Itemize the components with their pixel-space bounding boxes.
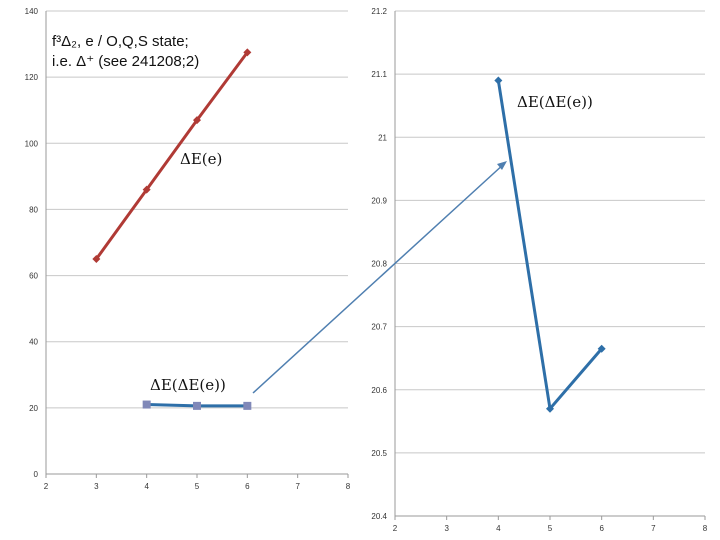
left-series-1-point <box>193 401 201 410</box>
left-series-0-point <box>193 116 201 125</box>
right-series-0-point <box>494 76 503 85</box>
chart-title-line-1: f³Δ₂, e / O,Q,S state; <box>52 33 189 50</box>
left-x-tick-label: 5 <box>195 482 200 491</box>
annotation-delta-e: ΔE(e) <box>180 150 222 168</box>
left-x-tick-label: 7 <box>295 482 300 491</box>
right-y-tick-label: 20.8 <box>371 260 387 269</box>
left-y-tick-label: 120 <box>25 73 39 82</box>
left-chart-tick-labels: 0 20 40 60 80 100 120 140 2 3 4 5 6 7 8 <box>25 7 351 491</box>
left-y-tick-label: 100 <box>25 139 39 148</box>
right-y-tick-label: 21.2 <box>371 7 387 16</box>
right-x-tick-label: 7 <box>651 524 656 533</box>
connector-arrow <box>252 162 506 394</box>
left-series-0-point <box>142 185 151 194</box>
left-series-0-point <box>243 48 252 57</box>
right-series-0-point <box>597 344 606 353</box>
right-x-tick-label: 2 <box>393 524 398 533</box>
right-y-tick-label: 20.5 <box>371 449 387 458</box>
right-x-tick-label: 5 <box>548 524 553 533</box>
right-y-tick-label: 20.9 <box>371 196 387 205</box>
left-x-tick-label: 4 <box>144 482 149 491</box>
right-y-tick-label: 21.1 <box>371 70 387 79</box>
left-x-tick-label: 8 <box>346 482 351 491</box>
right-x-tick-label: 3 <box>444 524 449 533</box>
left-chart-gridlines <box>45 10 349 478</box>
annotation-delta-delta-e-left: ΔE(ΔE(e)) <box>150 376 226 394</box>
chart-title-line-2: i.e. Δ⁺ (see 241208;2) <box>52 53 199 70</box>
left-y-tick-label: 20 <box>29 404 38 413</box>
left-chart-series <box>92 48 252 410</box>
right-series-0-line <box>496 80 603 413</box>
left-x-tick-label: 6 <box>245 482 250 491</box>
connector-arrowhead <box>497 161 507 170</box>
left-y-tick-label: 40 <box>29 338 38 347</box>
left-y-tick-label: 140 <box>25 7 39 16</box>
right-x-tick-label: 4 <box>496 524 501 533</box>
left-x-tick-label: 3 <box>94 482 99 491</box>
right-y-tick-label: 21 <box>378 133 387 142</box>
left-series-1-point <box>243 401 252 410</box>
right-y-tick-label: 20.7 <box>371 323 387 332</box>
left-series-1-point <box>142 400 151 409</box>
right-y-tick-label: 20.6 <box>371 386 387 395</box>
left-y-tick-label: 60 <box>29 272 38 281</box>
right-x-tick-label: 8 <box>703 524 708 533</box>
annotation-delta-delta-e-right: ΔE(ΔE(e)) <box>517 93 593 111</box>
left-series-0-point <box>92 255 101 264</box>
left-x-tick-label: 2 <box>44 482 49 491</box>
left-series-0-line <box>95 51 249 260</box>
right-chart-series <box>494 76 606 413</box>
right-x-tick-label: 6 <box>599 524 604 533</box>
left-y-tick-label: 80 <box>29 205 38 214</box>
left-y-tick-label: 0 <box>34 470 39 479</box>
right-chart-tick-labels: 20.4 20.5 20.6 20.7 20.8 20.9 21 21.1 21.2 2 3 4 5 6 7… <box>371 7 707 533</box>
right-y-tick-label: 20.4 <box>371 512 387 521</box>
right-series-0-point <box>546 404 554 413</box>
right-chart-gridlines <box>394 10 706 520</box>
